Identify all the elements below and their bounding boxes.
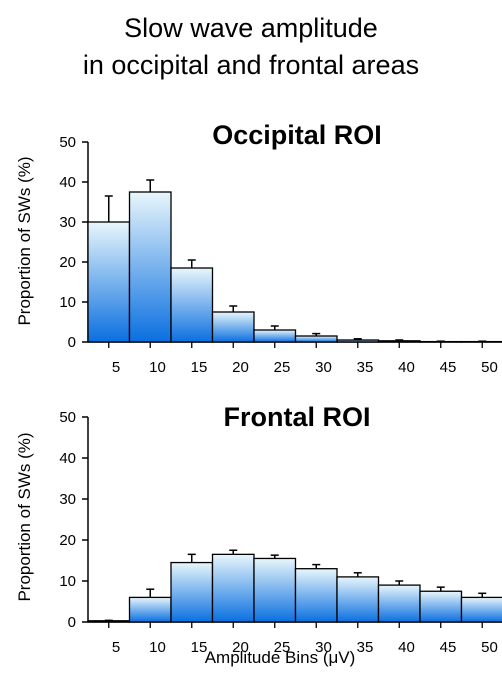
x-tick-label: 45 <box>440 359 457 376</box>
x-tick-label: 15 <box>191 639 208 656</box>
x-tick-label: 20 <box>232 639 249 656</box>
bar <box>211 553 255 623</box>
bar <box>336 339 380 343</box>
x-tick-label: 10 <box>149 359 166 376</box>
panel-title: Occipital ROI <box>212 120 382 150</box>
figure-title-line-2: in occipital and frontal areas <box>82 50 420 80</box>
y-tick-label: 40 <box>59 450 76 467</box>
y-tick-label: 40 <box>59 174 76 191</box>
x-tick-label: 30 <box>315 639 332 656</box>
x-tick-label: 50 <box>481 359 498 376</box>
y-tick-label: 10 <box>59 573 76 590</box>
x-tick-label: 15 <box>191 359 208 376</box>
bar <box>377 340 421 343</box>
x-tick-label: 45 <box>440 639 457 656</box>
figure-title-line-1: Slow wave amplitude <box>124 13 378 43</box>
chart-panel-2: Frontal ROI Proportion of SWs (%) 0 10 20 30 4… <box>15 402 502 656</box>
y-tick-label: 50 <box>59 409 76 426</box>
bar <box>128 596 172 623</box>
x-tick-label: 35 <box>357 359 374 376</box>
x-tick-label: 25 <box>274 639 291 656</box>
y-axis-label: Proportion of SWs (%) <box>15 432 34 601</box>
bar <box>253 329 297 343</box>
x-tick-label: 5 <box>112 639 120 656</box>
bar <box>336 576 380 623</box>
x-axis-label: Amplitude Bins (μV) <box>204 648 356 667</box>
x-tick-label: 10 <box>149 639 166 656</box>
y-tick-label: 50 <box>59 134 76 151</box>
x-tick-label: 50 <box>481 639 498 656</box>
y-tick-label: 10 <box>59 294 76 311</box>
x-tick-label: 5 <box>112 359 120 376</box>
bar <box>294 568 338 623</box>
x-tick-label: 40 <box>398 359 415 376</box>
bar <box>211 311 255 343</box>
bar <box>294 335 338 343</box>
bar <box>253 557 297 623</box>
bar <box>170 561 214 623</box>
bar <box>419 590 463 623</box>
y-tick-label: 0 <box>68 334 76 351</box>
chart-panel-1: Occipital ROI Proportion of SWs (%) 0 10 20 3… <box>15 120 502 376</box>
x-tick-label: 30 <box>315 359 332 376</box>
y-tick-label: 0 <box>68 614 76 631</box>
bar <box>87 221 131 343</box>
y-tick-label: 20 <box>59 254 76 271</box>
panel-title: Frontal ROI <box>224 402 371 432</box>
x-tick-label: 40 <box>398 639 415 656</box>
x-tick-label: 25 <box>274 359 291 376</box>
bar <box>460 596 502 623</box>
bar <box>170 267 214 343</box>
bar <box>377 584 421 623</box>
x-tick-label: 20 <box>232 359 249 376</box>
figure-title: Slow wave amplitude in occipital and fro… <box>0 10 502 84</box>
y-axis-label: Proportion of SWs (%) <box>15 156 34 325</box>
y-tick-label: 30 <box>59 214 76 231</box>
y-tick-label: 30 <box>59 491 76 508</box>
x-tick-label: 35 <box>357 639 374 656</box>
y-tick-label: 20 <box>59 532 76 549</box>
bar <box>128 191 172 343</box>
